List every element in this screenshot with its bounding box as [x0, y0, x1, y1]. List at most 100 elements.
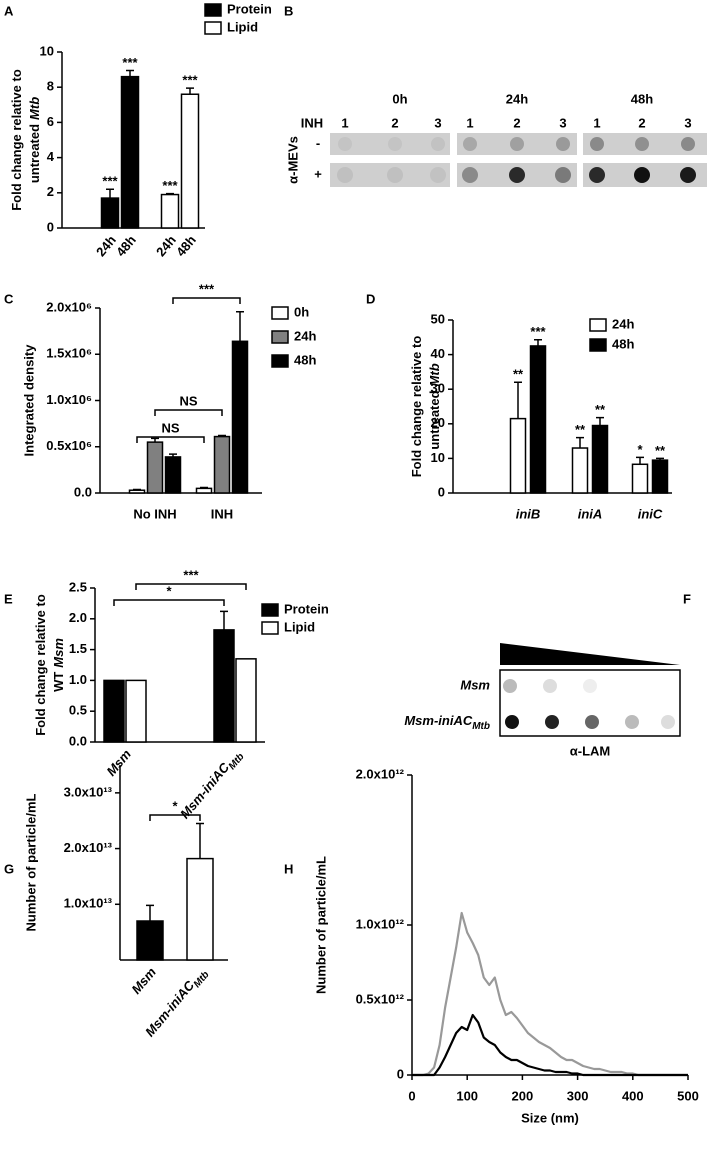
x-tick-label: 48h — [173, 232, 199, 259]
x-tick-label: No INH — [133, 506, 176, 521]
lane-label: 2 — [391, 115, 398, 130]
legend-swatch — [261, 621, 279, 635]
column-label: 24h — [506, 91, 528, 106]
bracket-label: * — [172, 798, 178, 813]
x-tick-label: 200 — [512, 1088, 534, 1103]
y-axis-label: Fold change relative to — [409, 336, 424, 478]
x-tick-label: 100 — [456, 1088, 478, 1103]
blot-dot — [680, 167, 696, 183]
error-bar — [636, 456, 644, 465]
error-bar — [656, 457, 664, 461]
legend-swatch — [204, 21, 222, 35]
legend-label: 0h — [294, 304, 309, 319]
x-tick-label: 0 — [408, 1088, 415, 1103]
bar — [103, 679, 125, 743]
antibody-label: α-MEVs — [285, 136, 300, 184]
significance-label: * — [637, 442, 643, 457]
bar — [213, 435, 231, 494]
bracket-label: NS — [179, 393, 197, 408]
bar — [125, 679, 147, 743]
blot-dot — [337, 167, 353, 183]
column-label: 48h — [631, 91, 653, 106]
legend-swatch — [271, 306, 289, 320]
bracket-label: *** — [183, 567, 199, 582]
x-tick-label: 300 — [567, 1088, 589, 1103]
blot-dot — [681, 137, 695, 151]
bar — [180, 93, 200, 229]
antibody-label: α-LAM — [570, 743, 610, 758]
x-tick-label-text: Msm-iniAC — [177, 760, 233, 822]
legend-swatch — [271, 354, 289, 368]
y-axis-label-italic: Msm — [51, 638, 66, 668]
x-tick-label: iniC — [638, 506, 663, 521]
bar — [213, 629, 235, 743]
panel-letter: A — [4, 3, 14, 18]
y-axis-label-text: Fold change relative to — [33, 594, 48, 736]
x-tick-label: 400 — [622, 1088, 644, 1103]
panel-letter: C — [4, 291, 14, 306]
y-tick-label: 4 — [47, 149, 55, 164]
significance-label: ** — [655, 443, 666, 458]
bar — [571, 447, 589, 494]
error-bar — [146, 904, 154, 921]
significance-bracket — [172, 297, 241, 304]
y-tick-label: 0 — [438, 484, 445, 499]
y-tick-label: 2 — [47, 184, 54, 199]
panel-letter: D — [366, 291, 375, 306]
y-axis-label: Number of particle/mL — [313, 856, 328, 994]
bar — [128, 489, 146, 494]
significance-label: *** — [530, 324, 546, 339]
lane-label: 1 — [341, 115, 348, 130]
error-bar — [196, 822, 204, 859]
x-tick-label: Msm — [128, 964, 159, 997]
legend-swatch — [261, 603, 279, 617]
lane-label: 2 — [513, 115, 520, 130]
lane-label: 3 — [434, 115, 441, 130]
error-bar — [186, 87, 194, 95]
y-tick-label: 0.0 — [69, 733, 87, 748]
significance-label: ** — [513, 367, 524, 382]
bar — [651, 459, 669, 494]
blot-dot — [625, 715, 639, 729]
y-tick-label: 6 — [47, 114, 54, 129]
y-tick-label: 0 — [397, 1066, 404, 1081]
panel-letter: H — [284, 861, 293, 876]
y-tick-label: 0.0 — [74, 484, 92, 499]
y-tick-label: 0 — [47, 219, 54, 234]
y-tick-label: 10 — [40, 43, 54, 58]
y-tick-label: 0.5 — [69, 703, 87, 718]
bar — [195, 487, 213, 494]
bar — [164, 456, 182, 494]
significance-label: ** — [595, 402, 606, 417]
bar — [136, 920, 164, 961]
blot-dot — [503, 679, 517, 693]
y-tick-label: 1.5x10⁶ — [46, 346, 92, 361]
y-axis-label-text: Fold change relative to — [409, 336, 424, 478]
legend-label: 48h — [294, 352, 316, 367]
x-tick-label: 500 — [677, 1088, 699, 1103]
y-axis-label: WT Msm — [51, 638, 66, 692]
row-label-subscript: Mtb — [472, 721, 490, 732]
line-series — [412, 911, 688, 1077]
blot-dot — [589, 167, 605, 183]
column-label: 0h — [392, 91, 407, 106]
legend-label: 24h — [294, 328, 316, 343]
significance-label: ** — [575, 422, 586, 437]
blot-dot — [462, 167, 478, 183]
y-axis-label: Integrated density — [21, 344, 36, 457]
error-bar — [236, 310, 244, 342]
row-label: Msm-iniACMtb — [404, 713, 490, 731]
x-tick-label: Msm — [103, 746, 134, 779]
significance-bracket — [149, 814, 201, 821]
bar — [146, 441, 164, 494]
line-series — [412, 1013, 688, 1077]
legend-label: 48h — [612, 336, 634, 351]
blot-dot — [634, 167, 650, 183]
row-label: - — [316, 135, 320, 150]
blot-dot — [509, 167, 525, 183]
blot-dot — [583, 679, 597, 693]
blot-dot — [430, 167, 446, 183]
y-axis-label: Fold change relative to — [9, 69, 24, 211]
lane-label: 1 — [593, 115, 600, 130]
legend-swatch — [271, 330, 289, 344]
